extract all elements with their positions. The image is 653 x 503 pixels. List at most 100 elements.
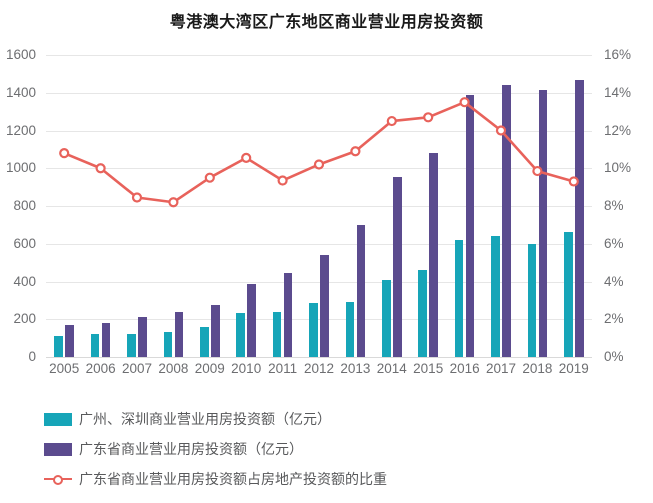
legend-line-icon xyxy=(44,473,72,486)
bar xyxy=(345,302,355,357)
line-data-point: 2011: 9.35% xyxy=(277,175,288,186)
bar xyxy=(564,232,573,357)
y-axis-right-tick: 8% xyxy=(604,198,624,213)
gridline xyxy=(46,319,592,321)
y-axis-right-tick: 10% xyxy=(604,160,632,176)
x-axis-tick: 2018 xyxy=(522,361,553,376)
x-axis-tick: 2005 xyxy=(49,361,80,376)
line-data-point: 2009: 9.5% xyxy=(204,172,215,183)
bar xyxy=(163,331,173,357)
bar xyxy=(382,279,391,357)
y-axis-left: 0 200 400 600 800 1000 1200 1400 1600 xyxy=(0,48,42,363)
line-data-point: 2012: 10.2% xyxy=(313,159,325,170)
percentage-line xyxy=(62,100,576,204)
legend-item[interactable]: 广东省商业营业用房投资额占房地产投资额的比重 xyxy=(44,464,644,494)
y-axis-left-tick: 600 xyxy=(13,235,36,251)
bar xyxy=(429,153,438,357)
y-axis-left-tick: 1200 xyxy=(5,122,36,138)
y-axis-right-tick: 12% xyxy=(604,122,632,138)
bar xyxy=(200,326,209,357)
line-data-point: 2013: 10.9% xyxy=(350,146,361,157)
legend-label: 广州、深圳商业营业用房投资额（亿元） xyxy=(79,411,331,427)
bars-layer xyxy=(46,55,592,357)
bar xyxy=(454,239,464,357)
gridline xyxy=(46,243,592,245)
line-data-point: 2017: 12% xyxy=(495,125,507,136)
bar xyxy=(320,254,329,357)
x-axis-tick: 2012 xyxy=(303,361,335,376)
bar xyxy=(465,94,475,357)
chart-title: 粤港澳大湾区广东地区商业营业用房投资额 xyxy=(169,14,484,31)
y-axis-right-tick: 2% xyxy=(604,311,624,327)
legend: 广州、深圳商业营业用房投资额（亿元） 广东省商业营业用房投资额（亿元） 广东省商业营… xyxy=(44,404,644,494)
bar xyxy=(127,334,136,357)
line-data-point: 2015: 12.7% xyxy=(423,112,434,123)
x-axis-tick: 2009 xyxy=(194,361,225,376)
x-axis-tick: 2006 xyxy=(85,361,116,376)
gridline xyxy=(46,55,592,56)
gridline xyxy=(46,281,592,283)
y-axis-left-tick: 1400 xyxy=(5,84,36,100)
bar xyxy=(101,323,111,357)
x-axis-tick: 2019 xyxy=(558,361,589,376)
x-axis-tick: 2010 xyxy=(231,361,262,376)
y-axis-right-tick: 14% xyxy=(604,84,632,100)
legend-label: 广东省商业营业用房投资额（亿元） xyxy=(79,441,303,457)
percentage-line-svg: 2005: 10.8% 2006: 10% 2007: 8.45% 2008: 8.2… xyxy=(59,97,579,208)
y-axis-left-tick: 1000 xyxy=(5,160,36,176)
y-axis-right-tick: 16% xyxy=(604,47,632,62)
x-axis-tick: 2014 xyxy=(376,361,407,376)
line-data-point: 2014: 12.5% xyxy=(386,115,397,127)
bar xyxy=(211,304,220,357)
gridline xyxy=(46,206,592,207)
bar xyxy=(90,334,100,357)
legend-item[interactable]: 广州、深圳商业营业用房投资额（亿元） xyxy=(44,404,644,434)
y-axis-right: 0% 2% 4% 6% 8% 10% 12% 14% 16% xyxy=(596,48,651,363)
legend-item[interactable]: 广东省商业营业用房投资额（亿元） xyxy=(44,434,644,464)
x-axis-tick: 2008 xyxy=(158,361,189,376)
gridline xyxy=(46,130,592,132)
y-axis-left-tick: 0 xyxy=(28,349,36,364)
x-axis: 2005 2006 2007 2008 2009 2010 2011 2012 2013 2014… xyxy=(46,362,592,388)
bar xyxy=(418,270,427,357)
legend-label: 广东省商业营业用房投资额占房地产投资额的比重 xyxy=(79,471,387,487)
legend-swatch-icon xyxy=(44,442,72,456)
x-axis-tick: 2011 xyxy=(268,361,298,376)
x-axis-tick: 2017 xyxy=(485,361,517,376)
x-axis-tick: 2013 xyxy=(340,361,371,376)
y-axis-left-tick: 200 xyxy=(13,311,36,327)
bar xyxy=(393,176,402,357)
y-axis-left-tick: 1600 xyxy=(5,47,36,62)
bar xyxy=(309,303,318,357)
bar xyxy=(236,312,245,357)
bar xyxy=(538,89,548,357)
line-data-point: 2006: 10% xyxy=(95,163,106,174)
bar xyxy=(174,312,184,357)
y-axis-right-tick: 0% xyxy=(604,349,624,364)
bar xyxy=(527,244,537,357)
x-axis-tick: 2007 xyxy=(121,361,153,376)
bar xyxy=(247,283,256,357)
bar xyxy=(138,317,147,357)
y-axis-left-tick: 400 xyxy=(13,273,36,289)
plot-area: 2005: 10.8% 2006: 10% 2007: 8.45% 2008: 8.2… xyxy=(46,55,592,358)
gridline xyxy=(46,357,592,358)
line-data-point: 2007: 8.45% xyxy=(131,192,143,203)
bar xyxy=(491,236,500,357)
line-data-point: 2019: 9.3% xyxy=(568,176,579,187)
y-axis-right-tick: 4% xyxy=(604,273,624,289)
bar xyxy=(502,84,511,357)
bar xyxy=(575,79,584,357)
line-data-point: 2008: 8.2% xyxy=(168,197,179,208)
bar xyxy=(283,272,293,357)
bar xyxy=(54,336,63,357)
line-data-point: 2005: 10.8% xyxy=(59,148,70,159)
gridline xyxy=(46,92,592,94)
bar xyxy=(272,311,282,357)
x-axis-tick: 2016 xyxy=(449,361,480,376)
legend-swatch-icon xyxy=(44,412,72,426)
x-axis-tick: 2015 xyxy=(413,361,444,376)
line-data-point: 2018: 9.85% xyxy=(532,165,543,177)
bar xyxy=(65,324,74,357)
